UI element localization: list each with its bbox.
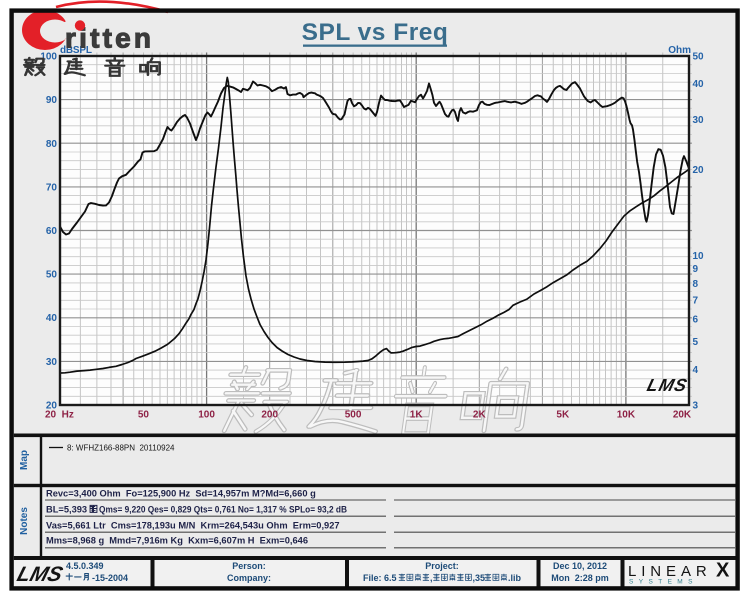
- svg-text:2K: 2K: [473, 410, 487, 421]
- svg-text:dBSPL: dBSPL: [60, 45, 92, 56]
- svg-text:70: 70: [46, 182, 58, 193]
- svg-text:LMS: LMS: [14, 562, 66, 586]
- svg-text:30: 30: [46, 357, 58, 368]
- svg-text:7: 7: [693, 295, 699, 306]
- svg-text:20K: 20K: [673, 410, 692, 421]
- svg-text:,35: ,35: [473, 573, 486, 583]
- svg-text:Mms=8,968 g Mmd=7,916m Kg Kx: Mms=8,968 g Mmd=7,916m Kg Kxm=6,607m H E…: [46, 536, 308, 546]
- svg-text:File: 6.5: File: 6.5: [363, 573, 397, 583]
- svg-text:Qms= 9,220 Qes= 0,829 Qts= 0: Qms= 9,220 Qes= 0,829 Qts= 0,761 No= 1,3…: [99, 505, 347, 515]
- svg-text:Dec 10, 2012: Dec 10, 2012: [553, 561, 607, 571]
- svg-text:20: 20: [693, 165, 705, 176]
- svg-text:.lib: .lib: [508, 573, 522, 583]
- svg-text:90: 90: [46, 95, 58, 106]
- svg-text:Revc=3,400 Ohm Fo=125,900 Hz: Revc=3,400 Ohm Fo=125,900 Hz Sd=14,957m …: [46, 489, 316, 499]
- svg-text:3: 3: [693, 401, 699, 412]
- svg-text:4.5.0.349: 4.5.0.349: [66, 561, 104, 571]
- svg-text:Mon 2:28 pm: Mon 2:28 pm: [551, 573, 609, 583]
- svg-text:5: 5: [693, 337, 699, 348]
- svg-text:5K: 5K: [556, 410, 570, 421]
- svg-text:30: 30: [693, 115, 705, 126]
- svg-text:10: 10: [693, 251, 705, 262]
- svg-text:100: 100: [40, 52, 57, 63]
- svg-text:-15-2004: -15-2004: [92, 573, 128, 583]
- svg-text:SYSTEMS: SYSTEMS: [629, 579, 698, 586]
- svg-text:SPL vs Freq: SPL vs Freq: [302, 19, 449, 46]
- svg-text:40: 40: [693, 79, 705, 90]
- svg-text:Project:: Project:: [425, 561, 459, 571]
- svg-text:80: 80: [46, 139, 58, 150]
- svg-text:1K: 1K: [410, 410, 424, 421]
- svg-text:500: 500: [345, 410, 362, 421]
- svg-text:LMS: LMS: [645, 375, 690, 395]
- svg-text:Person:: Person:: [232, 561, 266, 571]
- svg-text:Vas=5,661 Ltr Cms=178,193u M/: Vas=5,661 Ltr Cms=178,193u M/N Krm=264,5…: [46, 521, 340, 531]
- svg-text:6: 6: [693, 315, 699, 326]
- svg-text:Ohm: Ohm: [668, 45, 691, 56]
- svg-text:50: 50: [46, 270, 58, 281]
- svg-text:50: 50: [138, 410, 150, 421]
- svg-text:,: ,: [430, 573, 433, 583]
- svg-text:20 Hz: 20 Hz: [45, 410, 74, 421]
- svg-text:Company:: Company:: [227, 573, 271, 583]
- svg-text:60: 60: [46, 226, 58, 237]
- svg-text:10K: 10K: [617, 410, 636, 421]
- svg-text:Notes: Notes: [19, 507, 30, 535]
- svg-text:50: 50: [693, 52, 705, 63]
- svg-text:Map: Map: [19, 450, 30, 470]
- svg-text:8: WFHZ166-88PN 20110924: 8: WFHZ166-88PN 20110924: [67, 444, 175, 453]
- svg-text:40: 40: [46, 313, 58, 324]
- svg-text:100: 100: [198, 410, 215, 421]
- svg-text:8: 8: [693, 279, 699, 290]
- svg-text:4: 4: [693, 365, 699, 376]
- svg-text:X: X: [716, 560, 730, 582]
- svg-text:LINEAR: LINEAR: [628, 563, 712, 580]
- svg-text:BL=5,393 T: BL=5,393 T: [46, 505, 96, 515]
- svg-text:200: 200: [261, 410, 278, 421]
- svg-text:20: 20: [46, 401, 58, 412]
- svg-text:9: 9: [693, 264, 699, 275]
